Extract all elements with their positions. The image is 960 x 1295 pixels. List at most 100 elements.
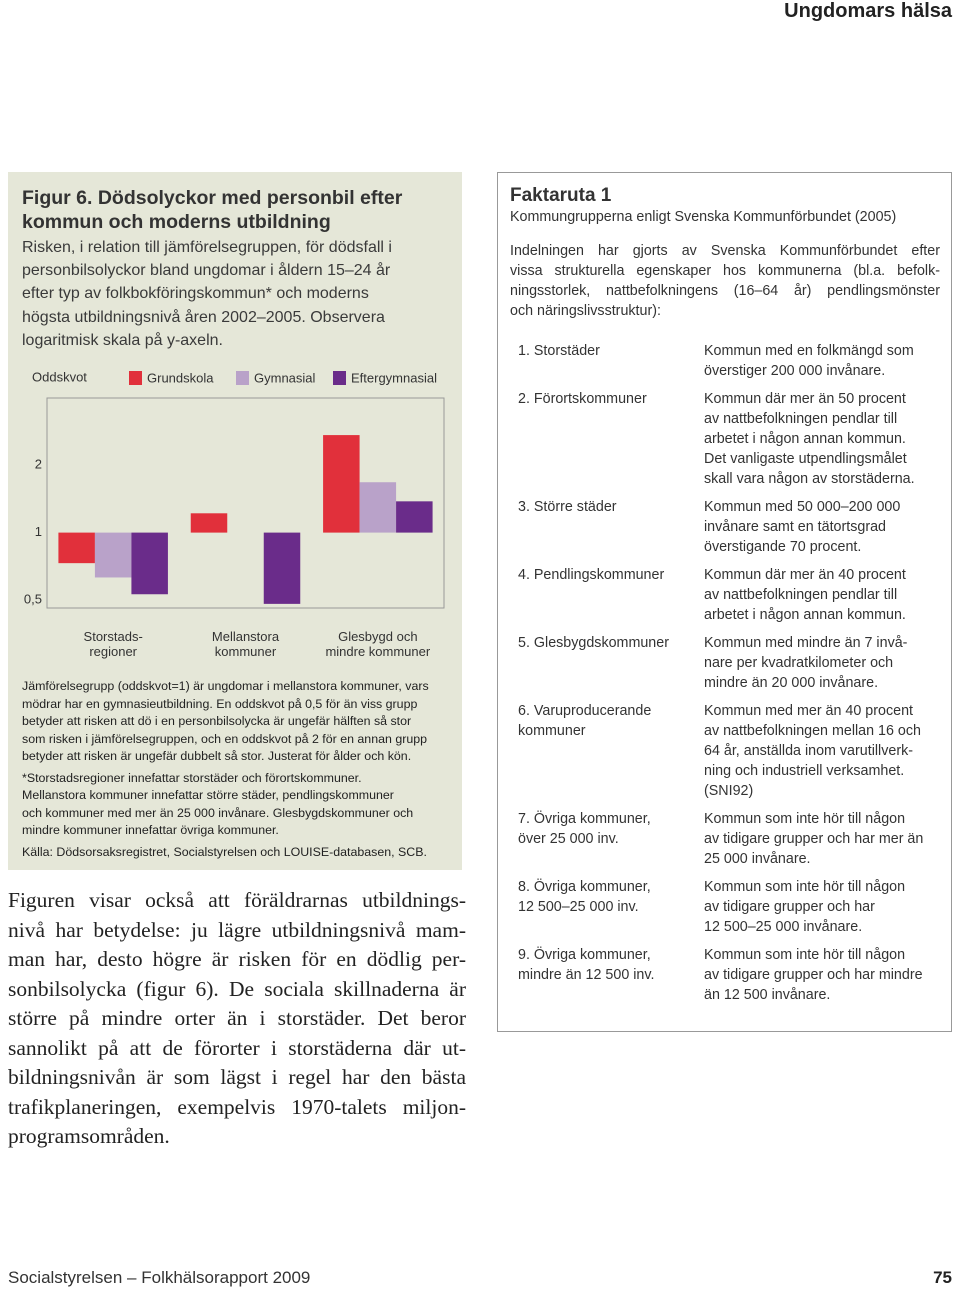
bar bbox=[396, 501, 433, 533]
description-line: invånare samt en tätortsgrad bbox=[704, 519, 886, 535]
description-line: än 12 500 invånare. bbox=[704, 987, 831, 1003]
item-name: 7. Övriga kommuner, över 25 000 inv. bbox=[518, 809, 704, 869]
name-line: kommuner bbox=[518, 723, 586, 739]
fact-item: 2. Förortskommuner Kommun där mer än 50 p… bbox=[518, 389, 948, 489]
description-line: ning och industriell verksamhet. bbox=[704, 763, 905, 779]
description-line: arbetet i någon annan kommun. bbox=[704, 431, 906, 447]
text-line: efter typ av folkbokföringskommun* och m… bbox=[22, 285, 369, 303]
description-line: Kommun där mer än 40 procent bbox=[704, 567, 906, 583]
text-line: Figur 6. Dödsolyckor med personbil efter bbox=[22, 187, 403, 209]
x-tick-label: Storstads-regioner bbox=[84, 629, 143, 659]
description-line: nare per kvadratkilometer och bbox=[704, 655, 894, 671]
name-line: 9. Övriga kommuner, bbox=[518, 947, 651, 963]
plot-frame bbox=[46, 397, 445, 609]
description-line: Kommun som inte hör till någon bbox=[704, 879, 906, 895]
bar bbox=[190, 513, 228, 533]
description-line: av nattbefolkningen mellan 16 och bbox=[704, 723, 921, 739]
bar bbox=[263, 532, 301, 604]
description-line: av tidigare grupper och har mer än bbox=[704, 831, 924, 847]
item-name: 3. Större städer bbox=[518, 497, 704, 557]
page-number: 75 bbox=[933, 1268, 952, 1287]
fact-item: 5. Glesbygdskommuner Kommun med mindre än… bbox=[518, 633, 948, 693]
bar bbox=[58, 532, 95, 564]
fact-list: 1. Storstäder Kommun med en folkmängd som… bbox=[518, 341, 948, 1013]
x-tick-label: Mellanstora kommuner bbox=[212, 629, 280, 659]
description-line: av tidigare grupper och har bbox=[704, 899, 875, 915]
fact-subtitle: Kommungrupperna enligt Svenska Kommunför… bbox=[510, 209, 897, 225]
item-description: Kommun som inte hör till någon av tidigar… bbox=[704, 945, 923, 1005]
item-name: 6. Varuproducerande kommuner bbox=[518, 701, 704, 801]
item-description: Kommun med mer än 40 procent av nattbefol… bbox=[704, 701, 921, 801]
fact-item: 3. Större städer Kommun med 50 000–200 00… bbox=[518, 497, 948, 557]
item-description: Kommun med mindre än 7 invå-nare per kva… bbox=[704, 633, 907, 693]
note-line: som risken i jämförelsegruppen, och en o… bbox=[22, 731, 428, 746]
chart: Oddskvot Grundskola Gymnasial Eftergymnasia… bbox=[24, 369, 445, 659]
bar bbox=[131, 532, 168, 595]
text-line: programsområden. bbox=[8, 1124, 170, 1148]
text-line: Indelningen har gjorts av Svenska Kommun… bbox=[510, 243, 940, 259]
fact-item: 9. Övriga kommuner, mindre än 12 500 inv.… bbox=[518, 945, 948, 1005]
note-line: mödrar har en gymnasieutbildning. En odd… bbox=[22, 696, 418, 711]
bar bbox=[359, 482, 397, 533]
item-description: Kommun där mer än 40 procent av nattbefol… bbox=[704, 565, 906, 625]
item-description: Kommun där mer än 50 procent av nattbefol… bbox=[704, 389, 915, 489]
item-name: 1. Storstäder bbox=[518, 341, 704, 381]
description-line: Kommun med mer än 40 procent bbox=[704, 703, 913, 719]
fact-box: Faktaruta 1 Kommungrupperna enligt Svens… bbox=[497, 172, 952, 1032]
item-name: 2. Förortskommuner bbox=[518, 389, 704, 489]
bar bbox=[94, 532, 132, 578]
text-line: trafikplaneringen, exempelvis 1970-talet… bbox=[8, 1094, 466, 1119]
name-line: 8. Övriga kommuner, bbox=[518, 879, 651, 895]
footer-source: Socialstyrelsen – Folkhälsorapport 2009 bbox=[8, 1268, 311, 1287]
description-line: 25 000 invånare. bbox=[704, 851, 811, 867]
item-description: Kommun som inte hör till någon av tidigar… bbox=[704, 877, 905, 937]
y-tick-label: 2 bbox=[35, 457, 42, 472]
description-line: 12 500–25 000 invånare. bbox=[704, 919, 863, 935]
description-line: av nattbefolkningen pendlar till bbox=[704, 411, 898, 427]
fact-title: Faktaruta 1 bbox=[510, 185, 612, 206]
item-name: 8. Övriga kommuner, 12 500–25 000 inv. bbox=[518, 877, 704, 937]
fact-item: 6. Varuproducerande kommuner Kommun med me… bbox=[518, 701, 948, 801]
description-line: Kommun som inte hör till någon bbox=[704, 811, 906, 827]
note-paragraph: Jämförelsegrupp (oddskvot=1) är ungdomar… bbox=[22, 678, 454, 766]
text-line: sonbilsolycka (figur 6). De sociala skil… bbox=[8, 976, 466, 1001]
note-line: betyder att risken att dö i en personbil… bbox=[22, 714, 412, 728]
text-line: sannolikt på att de förorter i storstäde… bbox=[8, 1035, 466, 1060]
legend-label: Eftergymnasial bbox=[351, 370, 437, 385]
text-line: Risken, i relation till jämförelsegruppe… bbox=[22, 239, 392, 256]
description-line: överstigande 70 procent. bbox=[704, 539, 862, 555]
note-line: mindre kommuner innefattar övriga kommun… bbox=[22, 823, 279, 837]
figure-notes: Jämförelsegrupp (oddskvot=1) är ungdomar… bbox=[22, 678, 454, 865]
text-line: och näringslivsstruktur): bbox=[510, 303, 661, 319]
name-line: mindre än 12 500 inv. bbox=[518, 967, 655, 983]
note-line: betyder att risken är ungefär dubbelt så… bbox=[22, 749, 412, 763]
description-line: Kommun med mindre än 7 invå- bbox=[704, 635, 908, 651]
note-line: *Storstadsregioner innefattar storstäder… bbox=[22, 770, 362, 785]
description-line: mindre än 20 000 invånare. bbox=[704, 675, 879, 691]
legend-label: Grundskola bbox=[147, 370, 214, 385]
name-line: 12 500–25 000 inv. bbox=[518, 899, 639, 915]
running-header: Ungdomars hälsa bbox=[784, 0, 952, 22]
item-description: Kommun som inte hör till någon av tidigar… bbox=[704, 809, 923, 869]
text-line: man har, desto högre är risken för en dö… bbox=[8, 947, 466, 971]
text-line: nivå har betydelse: ju lägre utbildnings… bbox=[8, 917, 466, 942]
legend-swatch bbox=[236, 371, 249, 385]
text-line: kommun och moderns utbildning bbox=[22, 211, 331, 233]
legend-label: Gymnasial bbox=[254, 370, 316, 385]
fact-intro: Indelningen har gjorts av Svenska Kommun… bbox=[510, 241, 940, 321]
text-line: större på mindre orter än i storstäder. … bbox=[8, 1006, 466, 1030]
description-line: Kommun som inte hör till någon bbox=[704, 947, 906, 963]
fact-item: 4. Pendlingskommuner Kommun där mer än 40… bbox=[518, 565, 948, 625]
name-line: 2. Förortskommuner bbox=[518, 391, 647, 407]
description-line: (SNI92) bbox=[704, 783, 754, 799]
item-name: 4. Pendlingskommuner bbox=[518, 565, 704, 625]
name-line: 5. Glesbygdskommuner bbox=[518, 635, 669, 651]
description-line: av nattbefolkningen pendlar till bbox=[704, 587, 898, 603]
text-line: vissa strukturella egenskaper hos kommun… bbox=[510, 263, 940, 279]
item-description: Kommun med en folkmängd som överstiger 20… bbox=[704, 341, 914, 381]
name-line: 7. Övriga kommuner, bbox=[518, 811, 651, 827]
description-line: Kommun med en folkmängd som bbox=[704, 343, 914, 359]
description-line: Kommun där mer än 50 procent bbox=[704, 391, 906, 407]
legend-swatch bbox=[129, 371, 142, 385]
